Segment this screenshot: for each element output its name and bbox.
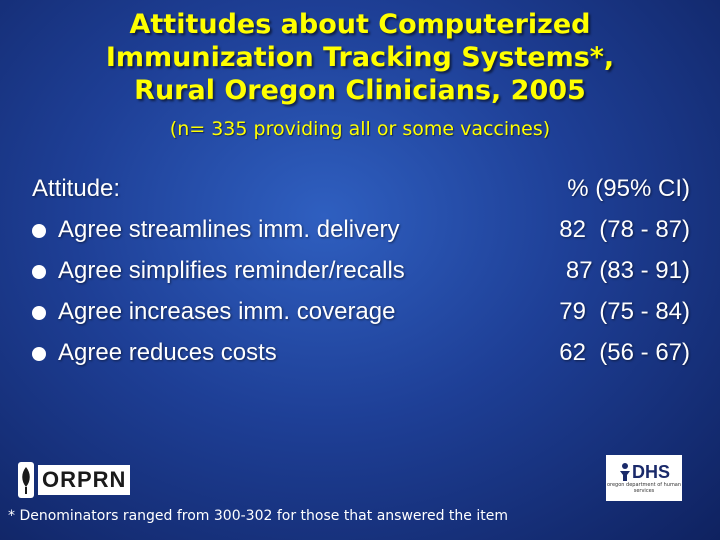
bullet-icon [32,264,46,279]
footnote: * Denominators ranged from 300-302 for t… [8,508,508,524]
title-line-3: Rural Oregon Clinicians, 2005 [134,75,586,106]
title-line-2: Immunization Tracking Systems*, [105,42,615,73]
header-value: % (95% CI) [560,174,690,202]
row-attitude: Agree simplifies reminder/recalls [58,256,405,284]
dhs-logo: DHS oregon department of human services [606,455,682,501]
table-row: Agree increases imm. coverage 79 (75 - 8… [32,291,690,332]
attitude-table: Attitude: % (95% CI) Agree streamlines i… [32,168,690,373]
row-value: 82 (78 - 87) [559,215,690,243]
orprn-mark-icon [18,462,34,498]
dhs-logo-subtext: oregon department of human services [606,482,682,494]
row-value: 62 (56 - 67) [559,338,690,366]
slide-subtitle: (n= 335 providing all or some vaccines) [169,118,551,140]
dhs-figure-icon [619,463,630,481]
table-row: Agree streamlines imm. delivery 82 (78 -… [32,209,690,250]
bullet-icon [32,346,46,361]
bullet-icon [32,305,46,320]
slide-title: Attitudes about Computerized Immunizatio… [0,8,720,107]
table-header-row: Attitude: % (95% CI) [32,168,690,209]
orprn-logo-text: ORPRN [38,465,131,495]
orprn-logo: ORPRN [18,462,131,498]
row-value: 79 (75 - 84) [559,297,690,325]
header-attitude: Attitude: [32,174,121,202]
dhs-logo-text: DHS [631,462,670,482]
row-attitude: Agree reduces costs [58,338,277,366]
bullet-icon [32,223,46,238]
title-line-1: Attitudes about Computerized [129,9,591,40]
row-value: 87 (83 - 91) [565,256,690,284]
row-attitude: Agree increases imm. coverage [58,297,396,325]
table-row: Agree reduces costs 62 (56 - 67) [32,332,690,373]
table-row: Agree simplifies reminder/recalls 87 (83… [32,250,690,291]
row-attitude: Agree streamlines imm. delivery [58,215,400,243]
